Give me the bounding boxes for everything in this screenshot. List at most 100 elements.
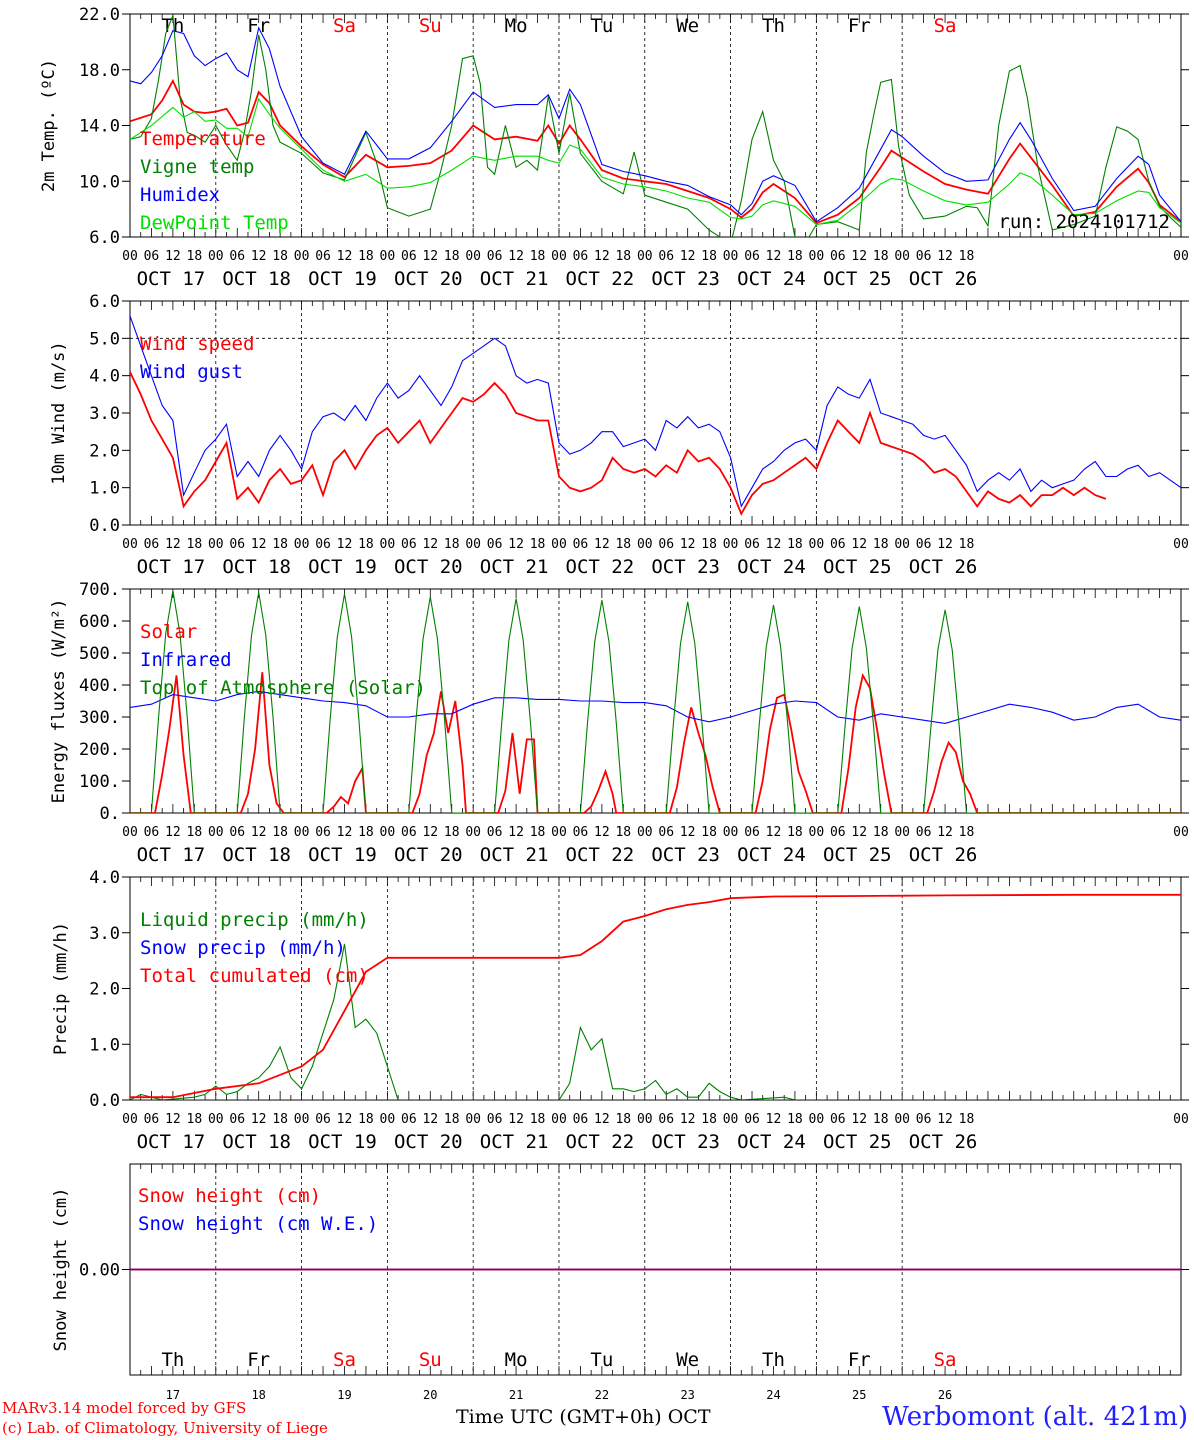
hour-tick-label: 12 — [508, 537, 524, 552]
date-label: OCT 19 — [308, 556, 377, 578]
day-of-week-label: Mo — [505, 15, 528, 37]
date-label: OCT 22 — [566, 1131, 635, 1153]
plot-frame — [129, 13, 1182, 238]
station-name: Werbomont (alt. 421m) — [882, 1402, 1188, 1432]
hour-tick-label: 18 — [873, 249, 889, 264]
hour-tick-label: 00 — [122, 1112, 138, 1127]
y-tick-label: 1.0 — [89, 479, 120, 499]
hour-tick-label: 18 — [358, 1112, 374, 1127]
date-label: OCT 24 — [737, 556, 806, 578]
hour-tick-label: 12 — [594, 249, 610, 264]
day-number-label: 18 — [251, 1388, 265, 1402]
day-of-week-label: Sa — [934, 1349, 957, 1371]
legend-entry: Wind gust — [140, 361, 243, 383]
day-of-week-label: Sa — [934, 15, 957, 37]
hour-tick-label: 18 — [272, 1112, 288, 1127]
y-tick-label: 300. — [79, 708, 120, 728]
hour-tick-label: 06 — [658, 537, 674, 552]
hour-tick-label: 06 — [658, 825, 674, 840]
hour-tick-label: 12 — [337, 249, 353, 264]
series-liquid-precip-mm-h- — [130, 943, 1181, 1100]
hour-tick-label: 18 — [873, 537, 889, 552]
date-label: OCT 22 — [566, 268, 635, 290]
date-label: OCT 25 — [823, 844, 892, 866]
hour-tick-label: 06 — [658, 249, 674, 264]
date-label: OCT 17 — [137, 844, 206, 866]
hour-tick-label: 12 — [337, 1112, 353, 1127]
hour-tick-label: 12 — [680, 1112, 696, 1127]
legend-entry: Top of Atmosphere (Solar) — [140, 677, 426, 699]
hour-tick-label: 18 — [787, 249, 803, 264]
y-tick-label: 0.0 — [89, 516, 120, 536]
y-tick-label: 2.0 — [89, 441, 120, 461]
y-tick-label: 4.0 — [89, 868, 120, 888]
hour-tick-label: 18 — [187, 1112, 203, 1127]
y-tick-label: 600. — [79, 612, 120, 632]
y-tick-label: 0.00 — [79, 1261, 120, 1281]
hour-tick-label: 12 — [937, 537, 953, 552]
copyright-credit: (c) Lab. of Climatology, University of L… — [2, 1419, 328, 1437]
model-credit: MARv3.14 model forced by GFS — [2, 1399, 247, 1417]
day-of-week-label: Tu — [590, 15, 613, 37]
day-of-week-label: We — [676, 15, 699, 37]
date-label: OCT 26 — [909, 268, 978, 290]
date-label: OCT 21 — [480, 556, 549, 578]
date-label: OCT 24 — [737, 1131, 806, 1153]
hour-tick-label: 06 — [744, 825, 760, 840]
hour-tick-label: 06 — [830, 537, 846, 552]
panel-wind: 0.0 1.0 2.0 3.0 4.0 5.0 6.0 10m Wind (m/s) 00 06 1… — [49, 292, 1189, 578]
hour-tick-label: 18 — [615, 537, 631, 552]
hour-tick-label: 00 — [637, 249, 653, 264]
hour-tick-label: 18 — [358, 249, 374, 264]
hour-tick-label: 18 — [787, 825, 803, 840]
hour-tick-label: 12 — [594, 825, 610, 840]
x-axis-title: Time UTC (GMT+0h) OCT — [456, 1406, 711, 1428]
hour-tick-label: 12 — [594, 1112, 610, 1127]
hour-tick-label: 06 — [487, 537, 503, 552]
y-axis-label: 2m Temp. (ºC) — [39, 59, 59, 192]
hour-tick-label: 18 — [444, 249, 460, 264]
date-label: OCT 25 — [823, 556, 892, 578]
hour-tick-label: 12 — [937, 825, 953, 840]
date-label: OCT 17 — [137, 1131, 206, 1153]
hour-tick-label: 12 — [337, 825, 353, 840]
hour-tick-label: 00 — [465, 825, 481, 840]
hour-tick-label: 06 — [401, 825, 417, 840]
y-tick-label: 5.0 — [89, 329, 120, 349]
hour-tick-label: 18 — [615, 825, 631, 840]
y-tick-label: 1.0 — [89, 1035, 120, 1055]
date-label: OCT 21 — [480, 844, 549, 866]
date-label: OCT 17 — [137, 268, 206, 290]
hour-tick-label: 18 — [959, 825, 975, 840]
hour-tick-label: 12 — [851, 249, 867, 264]
hour-tick-label: 00 — [894, 249, 910, 264]
hour-tick-label: 18 — [187, 537, 203, 552]
y-tick-label: 6.0 — [89, 292, 120, 312]
hour-tick-label: 12 — [508, 825, 524, 840]
y-tick-label: 0.0 — [89, 1091, 120, 1111]
hour-tick-label: 12 — [851, 537, 867, 552]
hour-tick-label: 00 — [465, 249, 481, 264]
hour-tick-label: 12 — [337, 537, 353, 552]
legend-entry: Liquid precip (mm/h) — [140, 909, 369, 931]
y-tick-label: 18.0 — [79, 61, 120, 81]
hour-tick-label: 00 — [723, 249, 739, 264]
hour-tick-label: 06 — [229, 537, 245, 552]
hour-tick-label: 18 — [272, 825, 288, 840]
hour-tick-label: 18 — [530, 1112, 546, 1127]
day-number-label: 19 — [337, 1388, 351, 1402]
date-label: OCT 23 — [651, 268, 720, 290]
hour-tick-label: 06 — [401, 537, 417, 552]
hour-tick-label: 06 — [830, 825, 846, 840]
hour-tick-label: 06 — [830, 249, 846, 264]
y-axis-label: 10m Wind (m/s) — [49, 341, 69, 484]
hour-tick-label: 18 — [787, 1112, 803, 1127]
y-tick-label: 14.0 — [79, 117, 120, 137]
hour-tick-label: 06 — [144, 825, 160, 840]
date-label: OCT 23 — [651, 844, 720, 866]
hour-tick-label: 00 — [380, 825, 396, 840]
hour-tick-label: 12 — [251, 825, 267, 840]
hour-tick-label: 00 — [551, 1112, 567, 1127]
hour-tick-label: 12 — [422, 825, 438, 840]
hour-tick-label: 06 — [744, 1112, 760, 1127]
